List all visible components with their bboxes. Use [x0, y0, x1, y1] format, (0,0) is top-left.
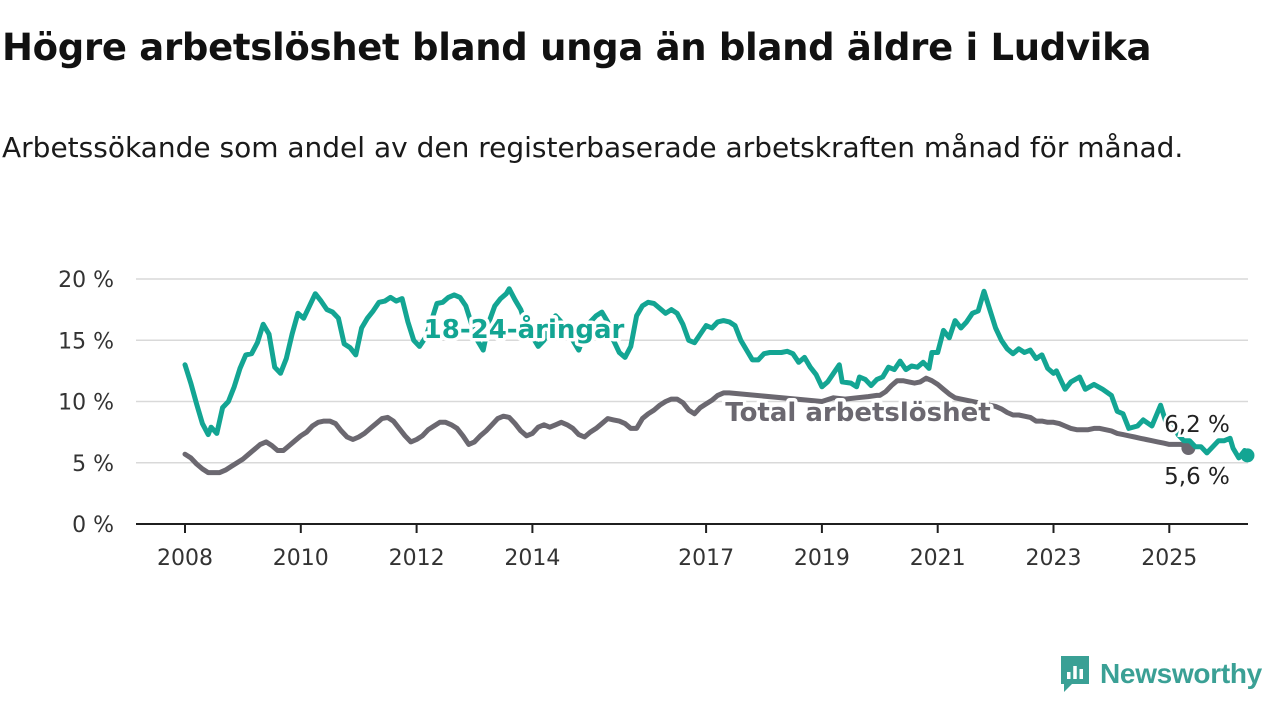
brand-logo: Newsworthy	[1058, 654, 1262, 694]
chart-series	[182, 286, 1255, 476]
chart-subtitle: Arbetssökande som andel av den registerb…	[2, 131, 1184, 164]
x-tick-label: 2019	[794, 546, 850, 571]
x-tick-label: 2025	[1141, 546, 1197, 571]
y-tick-label: 20 %	[58, 268, 114, 293]
x-tick-label: 2023	[1026, 546, 1082, 571]
x-tick-label: 2014	[504, 546, 560, 571]
x-tick-label: 2008	[157, 546, 213, 571]
x-tick-label: 2012	[389, 546, 445, 571]
y-tick-label: 0 %	[72, 513, 114, 538]
x-tick-label: 2017	[678, 546, 734, 571]
series-end-value-label: 6,2 %	[1164, 412, 1230, 438]
brand-name: Newsworthy	[1100, 658, 1262, 689]
y-tick-label: 15 %	[58, 329, 114, 354]
series-end-value-label: 5,6 %	[1164, 464, 1230, 490]
x-tick-label: 2021	[910, 546, 966, 571]
series-labels: 18-24-åringar Total arbetslöshet 6,2 % 5,6 …	[420, 310, 1232, 493]
series-line-18-24-ringar	[182, 286, 1250, 461]
series-name-label: 18-24-åringar	[424, 313, 625, 345]
chart-title: Högre arbetslöshet bland unga än bland ä…	[2, 26, 1152, 69]
x-axis-ticks: 2008 2010 2012 2014 2017 2019 2021 2023 2025	[157, 524, 1197, 571]
newsworthy-logo-icon	[1061, 656, 1089, 692]
series-line-total-arbetsl-shet	[182, 375, 1191, 476]
y-tick-label: 10 %	[58, 391, 114, 416]
y-axis-ticks: 0 % 5 % 10 % 15 % 20 %	[58, 268, 114, 538]
series-name-label: Total arbetslöshet	[725, 398, 990, 428]
series-end-marker	[1240, 448, 1255, 463]
y-tick-label: 5 %	[72, 452, 114, 477]
x-tick-label: 2010	[273, 546, 329, 571]
